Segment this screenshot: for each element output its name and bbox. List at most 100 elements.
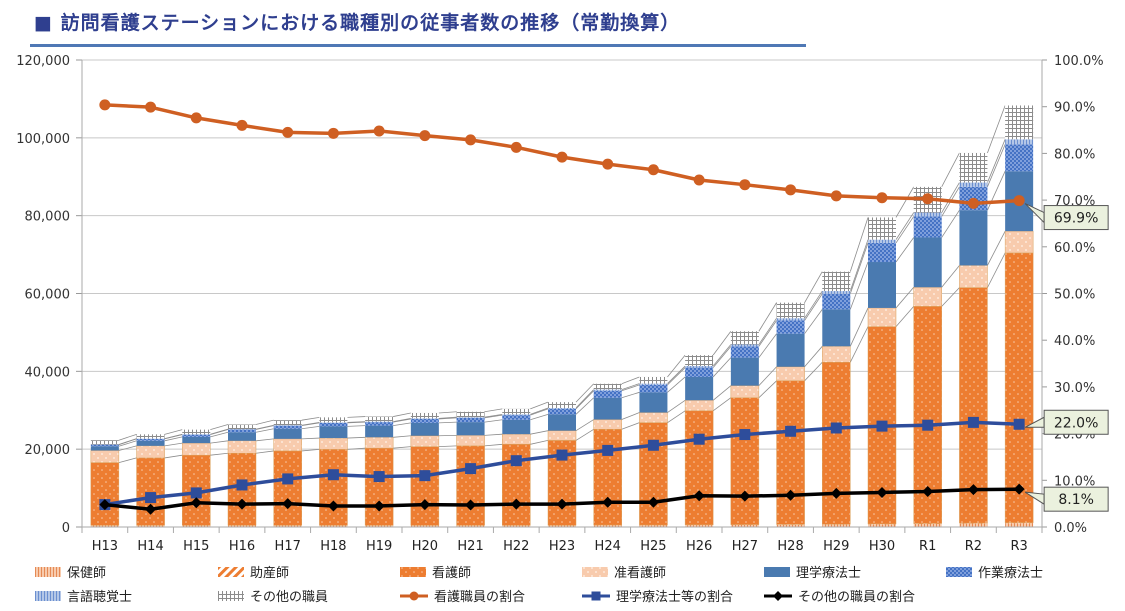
data-point [510, 498, 522, 510]
series-line [987, 105, 1006, 154]
y-tick-label: 60,000 [25, 288, 71, 303]
data-point [602, 496, 614, 508]
series-line [301, 416, 320, 421]
bar-segment [548, 408, 576, 415]
bar-segment [593, 397, 622, 420]
x-tick-label: H20 [412, 539, 438, 554]
bar-segment [593, 419, 622, 430]
series-line [804, 361, 823, 382]
bar-segment [548, 407, 576, 409]
series-line [575, 419, 594, 432]
bar-segment [364, 447, 394, 526]
x-tick-label: H25 [640, 539, 666, 554]
bar-segment [639, 525, 668, 527]
bar-segment [136, 438, 165, 441]
data-point [693, 490, 705, 502]
series-line [347, 416, 366, 418]
x-tick-label: H22 [503, 539, 529, 554]
series-line [393, 418, 411, 423]
bar-segment [867, 307, 897, 327]
data-point [876, 486, 888, 498]
bar-segment [730, 331, 759, 345]
bar-segment [182, 436, 211, 444]
legend-item: 看護職員の割合 [400, 586, 525, 605]
bar-segment [502, 419, 531, 435]
legend-item: 保健師 [35, 562, 106, 581]
series-line [118, 433, 137, 441]
gridlines [82, 59, 1042, 450]
bar-segment [868, 524, 896, 527]
bar-segment [959, 265, 988, 288]
data-point [647, 164, 659, 176]
series-line [164, 433, 183, 440]
x-tick-label: H29 [823, 539, 849, 554]
series-line [987, 252, 1006, 288]
legend-label: その他の職員の割合 [798, 590, 916, 605]
data-point [647, 496, 659, 508]
bar-segment [456, 411, 485, 418]
legend-item: その他の職員 [218, 586, 328, 605]
bar-segment [456, 435, 485, 447]
bar-segment [502, 433, 531, 445]
bar-segment [685, 366, 714, 368]
callout-box [1043, 486, 1109, 512]
series-line [621, 384, 640, 392]
line-series [99, 99, 1025, 515]
data-point [419, 130, 431, 142]
bar-segment [959, 182, 988, 187]
legend-swatch-fill [764, 566, 790, 577]
series-line [987, 230, 1006, 266]
legend-label: 准看護師 [614, 566, 667, 581]
series-line [621, 422, 640, 430]
legend-marker [773, 590, 783, 601]
bar-segment [136, 445, 165, 459]
bar-segment [364, 437, 394, 449]
x-tick-label: H26 [686, 539, 712, 554]
bar-segment [136, 440, 165, 446]
data-point [602, 158, 614, 170]
bar-segment [593, 390, 622, 398]
bar-segment [1004, 252, 1034, 523]
data-point [465, 499, 477, 511]
series-line [667, 399, 686, 413]
series-line [941, 287, 960, 307]
legend: 保健師 助産師 看護師 准看護師 理学療法士 作業療法士 言語聴覚士 その他の職員 看護職員の割… [0, 562, 1125, 611]
data-point [1013, 195, 1025, 207]
bar-segment [822, 524, 851, 527]
data-point [830, 422, 842, 434]
series-line [347, 421, 366, 424]
legend-line-swatch [400, 591, 428, 600]
bar-segment [639, 376, 668, 384]
legend-item: 言語聴覚士 [35, 586, 132, 605]
bar-segment [593, 383, 622, 390]
data-point [922, 486, 934, 498]
series-line [712, 346, 732, 368]
legend-item: 助産師 [218, 562, 289, 581]
data-point [922, 193, 934, 205]
legend-swatch [35, 590, 61, 601]
legend-label: 作業療法士 [978, 566, 1044, 581]
bar-segment [90, 462, 120, 526]
data-point [556, 151, 568, 163]
y2-tick-label: 30.0% [1054, 381, 1095, 396]
bar-segment [685, 376, 714, 401]
x-tick-label: H15 [183, 539, 209, 554]
series-line [393, 446, 411, 449]
bar-segment [822, 293, 851, 310]
series-line [255, 438, 274, 442]
data-point [647, 439, 659, 451]
data-point [465, 463, 477, 475]
series-line [393, 435, 411, 438]
bar-segment [182, 434, 211, 437]
data-point [99, 499, 111, 511]
bar-segment [959, 523, 988, 527]
callout-box [1043, 205, 1109, 231]
series-line [849, 261, 869, 310]
bar-segment [410, 418, 439, 420]
bar-segment [776, 302, 805, 319]
bar-segment [502, 525, 531, 527]
bar-segment [730, 397, 760, 525]
legend-swatch-fill [218, 566, 244, 577]
series-line [804, 290, 823, 319]
bar-segment [410, 419, 439, 423]
